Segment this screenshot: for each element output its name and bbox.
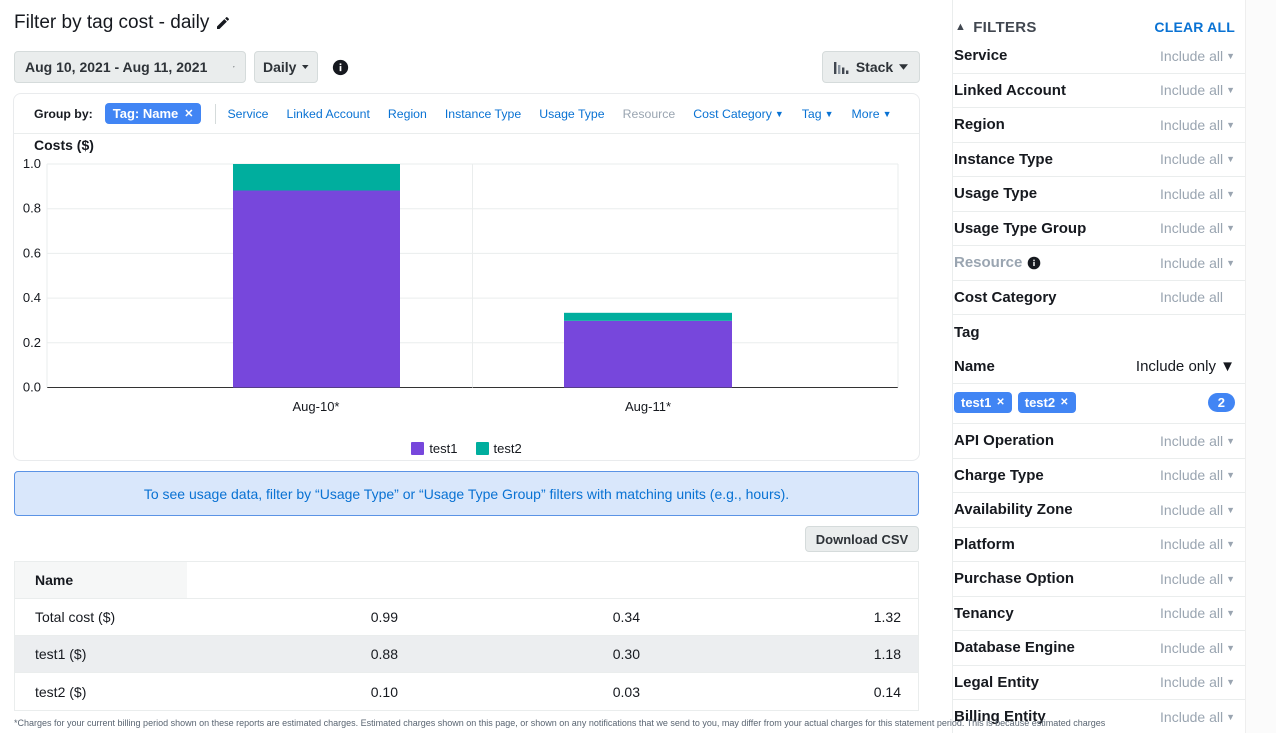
svg-text:0.2: 0.2 [23,335,41,350]
svg-text:0.6: 0.6 [23,245,41,260]
svg-text:Aug-10*: Aug-10* [293,399,340,414]
svg-text:0.8: 0.8 [23,201,41,216]
svg-text:1.0: 1.0 [23,156,41,171]
svg-text:Aug-11*: Aug-11* [625,399,671,414]
svg-text:0.0: 0.0 [23,380,41,395]
svg-text:0.4: 0.4 [23,290,41,305]
